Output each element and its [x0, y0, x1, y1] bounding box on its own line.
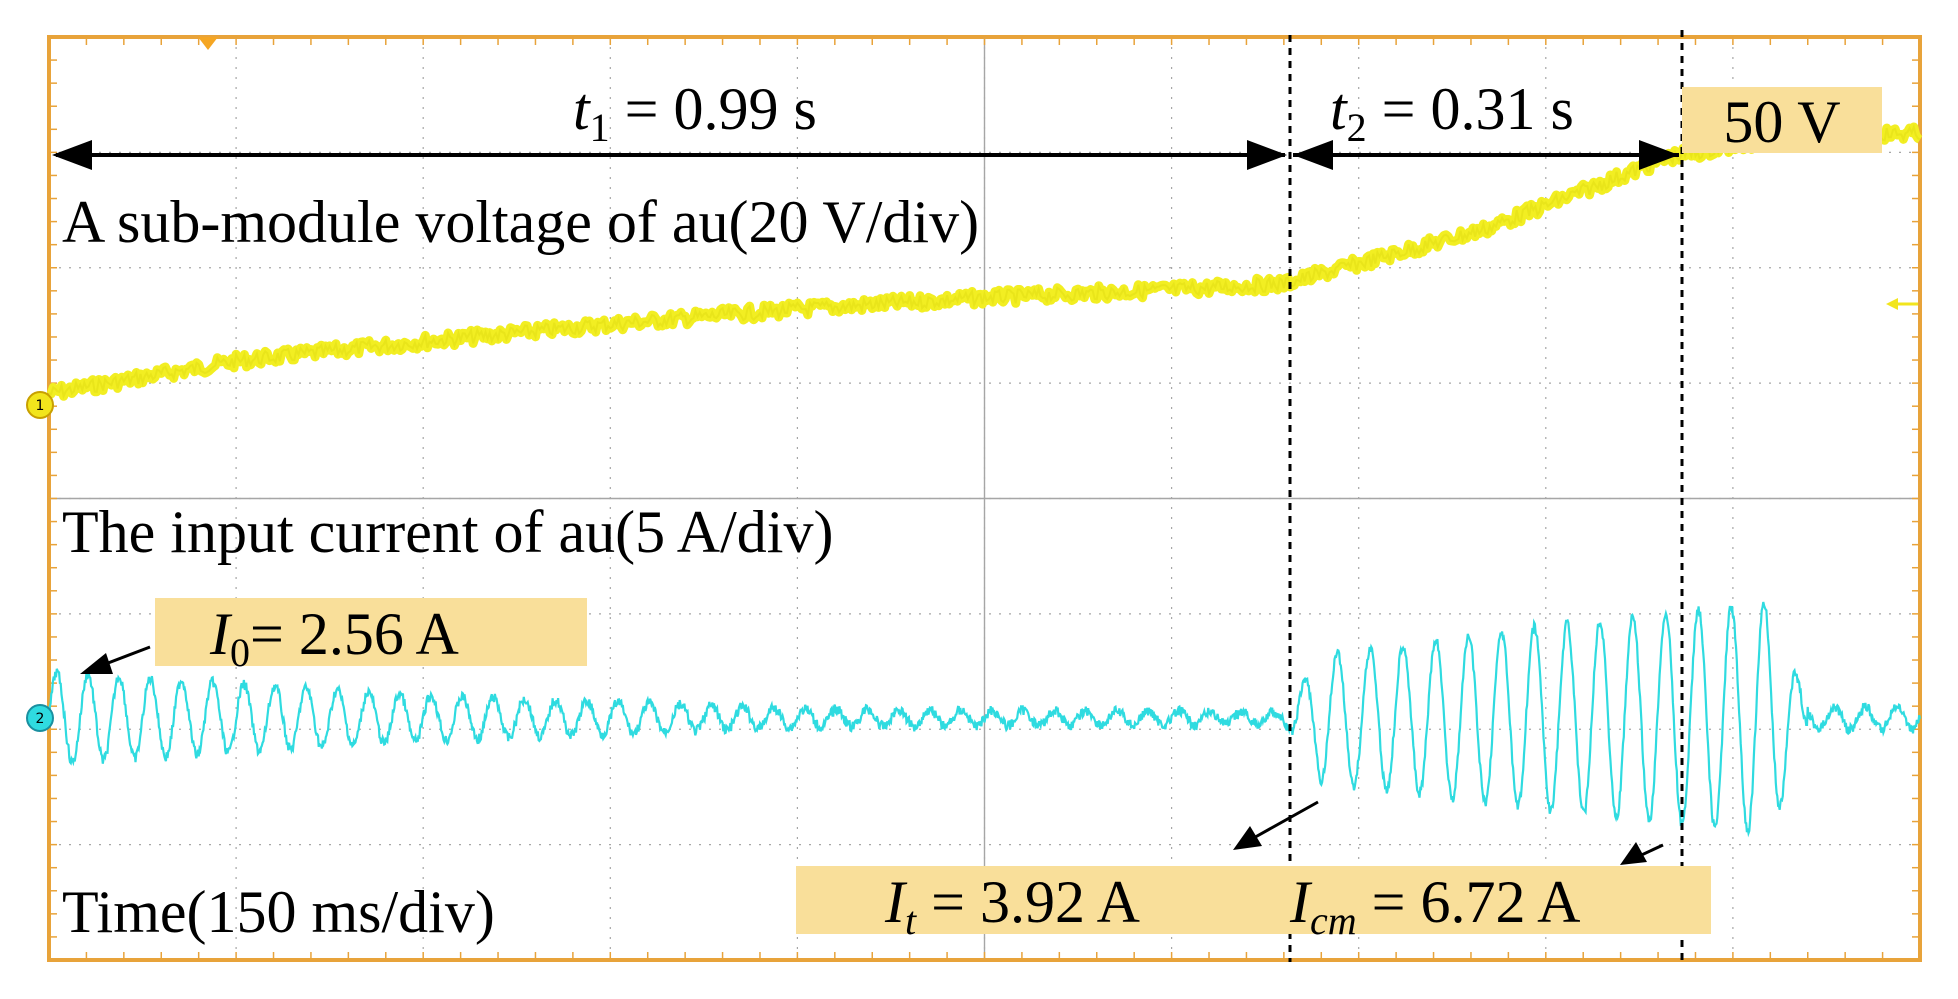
t2-arrowhead-right: [1639, 140, 1679, 170]
channel-1-ground-marker: 1: [26, 391, 54, 419]
grid: [47, 35, 1922, 962]
t2-arrowhead-left: [1293, 140, 1333, 170]
it-pointer-arrowhead: [1233, 826, 1262, 850]
it-icm-box: [796, 866, 1711, 934]
svg-text:2: 2: [36, 711, 45, 727]
trigger-position-marker: [198, 37, 218, 50]
trigger-level-marker: [1886, 298, 1918, 310]
channel-1-voltage-trace-detail: [48, 123, 1921, 400]
annotation-overlay: t1 = 0.99 s t2 = 0.31 s 50 V A sub-modul…: [26, 30, 1918, 962]
channel-2-title: The input current of au(5 A/div): [62, 499, 833, 565]
t2-label: t2 = 0.31 s: [1330, 76, 1574, 150]
t1-arrowhead-right: [1247, 140, 1287, 170]
channel-2-ground-marker: 2: [26, 704, 54, 732]
icm-pointer-arrowhead: [1620, 842, 1647, 865]
channel-2-current-trace: [47, 601, 1922, 838]
it-label: It = 3.92 A: [884, 869, 1140, 943]
it-pointer-arrow: [1249, 800, 1319, 842]
i0-pointer-arrowhead: [80, 653, 113, 674]
i0-label: I0= 2.56 A: [209, 601, 459, 675]
channel-1-title: A sub-module voltage of au(20 V/div): [62, 189, 979, 255]
svg-text:1: 1: [36, 398, 45, 414]
final-voltage-box: [1682, 87, 1882, 153]
final-voltage-label: 50 V: [1723, 89, 1840, 155]
icm-label: Icm = 6.72 A: [1289, 869, 1580, 943]
t1-label: t1 = 0.99 s: [573, 76, 817, 150]
t1-arrowhead-left: [52, 140, 92, 170]
i0-box: [155, 598, 587, 666]
traces: [46, 122, 1923, 838]
time-scale-label: Time(150 ms/div): [62, 879, 495, 945]
